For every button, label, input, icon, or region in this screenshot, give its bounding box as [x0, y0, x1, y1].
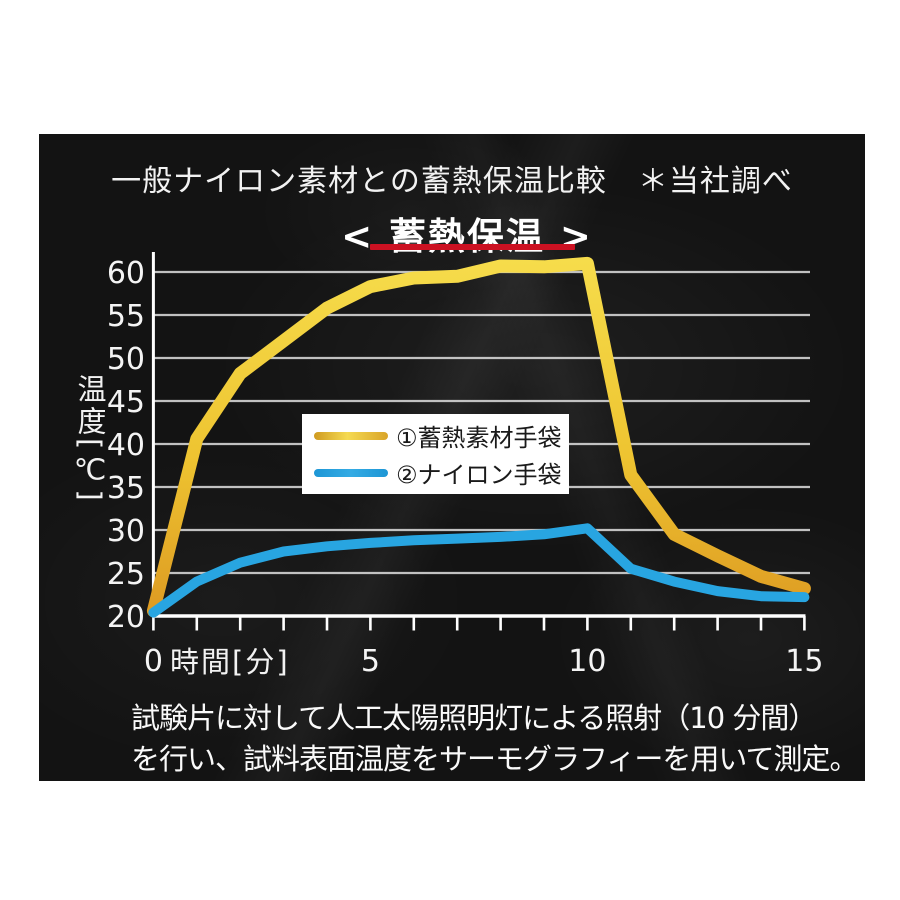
- legend-item-nylon-glove: ②ナイロン手袋: [314, 455, 569, 490]
- chart-subtitle: < 蓄熱保温 >: [341, 215, 593, 258]
- subtitle-underline: [370, 244, 575, 250]
- x-tick-label: 10: [568, 644, 606, 679]
- nylon-glove-line: [148, 523, 810, 618]
- line-chart: 20 25 30 35 40 45 50 55 60 0 5 10 15: [107, 252, 823, 679]
- legend-swatch-blue-line: [314, 468, 388, 477]
- x-tick-label: 0: [144, 644, 163, 679]
- chart-title: 一般ナイロン素材との蓄熱保温比較 ＊当社調べ: [111, 164, 793, 199]
- y-tick-label: 25: [107, 557, 145, 592]
- legend-swatch-gold-line: [314, 431, 388, 440]
- y-tick-label: 60: [107, 256, 145, 291]
- y-tick-label: 30: [107, 514, 145, 549]
- y-tick-label: 50: [107, 342, 145, 377]
- x-tick-label: 15: [785, 644, 823, 679]
- x-tick-label: 5: [361, 644, 380, 679]
- measurement-note-line1: 試験片に対して人工太陽照明灯による照射（10 分間）: [131, 701, 817, 735]
- chart-panel: 一般ナイロン素材との蓄熱保温比較 ＊当社調べ < 蓄熱保温 > 20 25 30 35…: [39, 134, 865, 781]
- y-tick-label: 45: [107, 385, 145, 420]
- legend-item-heat-storage-glove: ①蓄熱素材手袋: [314, 418, 569, 453]
- measurement-note: 試験片に対して人工太陽照明灯による照射（10 分間） を行い、試料表面温度をサー…: [131, 698, 859, 780]
- heat-storage-glove-line: [146, 256, 811, 618]
- y-tick-label: 55: [107, 299, 145, 334]
- measurement-note-line2: を行い、試料表面温度をサーモグラフィーを用いて測定。: [131, 742, 859, 776]
- legend-label: ②ナイロン手袋: [396, 461, 562, 489]
- y-tick-label: 35: [107, 471, 145, 506]
- legend-label: ①蓄熱素材手袋: [396, 424, 562, 452]
- x-axis-title: 時間[分]: [170, 645, 290, 679]
- y-tick-label: 40: [107, 428, 145, 463]
- y-axis-title: 温度[℃]: [73, 374, 107, 504]
- chart-legend: ①蓄熱素材手袋 ②ナイロン手袋: [302, 414, 569, 494]
- y-tick-label: 20: [107, 600, 145, 635]
